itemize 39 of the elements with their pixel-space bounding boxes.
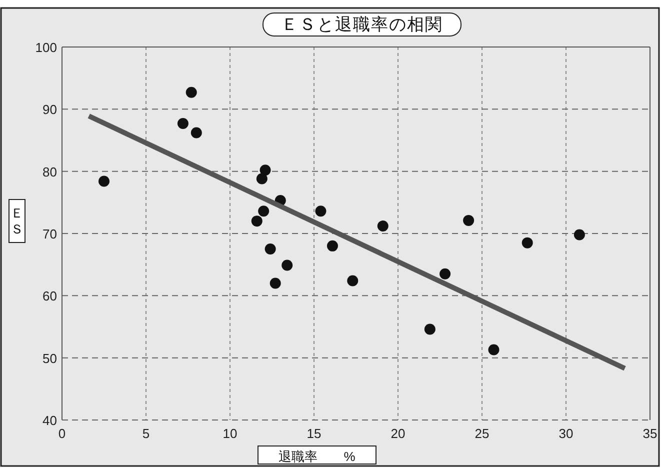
point xyxy=(377,220,388,232)
x-axis-title: 退職率 % xyxy=(278,449,356,464)
y-tick-label: 70 xyxy=(42,226,57,242)
y-tick-label: 100 xyxy=(35,40,57,55)
point xyxy=(488,344,500,356)
point xyxy=(260,164,271,176)
point xyxy=(264,244,276,255)
point xyxy=(347,275,358,286)
x-tick-label: 15 xyxy=(306,426,322,441)
x-tick-label: 35 xyxy=(642,426,658,441)
x-tick-label: 10 xyxy=(222,426,238,441)
x-tick-label: 25 xyxy=(474,426,490,441)
x-tick-label: 20 xyxy=(390,426,406,441)
point xyxy=(315,206,326,217)
x-tick-label: 30 xyxy=(558,426,574,441)
point xyxy=(98,176,110,187)
point xyxy=(251,216,262,227)
point xyxy=(177,118,188,129)
y-tick-label: 80 xyxy=(42,164,57,180)
y-tick-label: 60 xyxy=(42,288,57,304)
chart-title: ＥＳと退職率の相関 xyxy=(281,15,443,34)
point xyxy=(440,268,451,280)
point xyxy=(326,240,338,252)
x-tick-label: 5 xyxy=(142,426,150,441)
point xyxy=(186,86,197,98)
point xyxy=(424,324,436,335)
y-tick-label: 40 xyxy=(42,413,57,428)
point xyxy=(522,237,533,248)
point xyxy=(256,173,268,184)
x-tick-label: 0 xyxy=(58,426,66,441)
point xyxy=(574,229,585,240)
y-axis-title: ＥＳ xyxy=(10,206,24,236)
y-tick-label: 90 xyxy=(42,102,57,118)
point xyxy=(282,260,293,271)
point xyxy=(258,206,270,217)
y-tick-label: 50 xyxy=(42,350,57,366)
point xyxy=(270,278,281,289)
point xyxy=(190,127,202,138)
point xyxy=(463,214,474,226)
